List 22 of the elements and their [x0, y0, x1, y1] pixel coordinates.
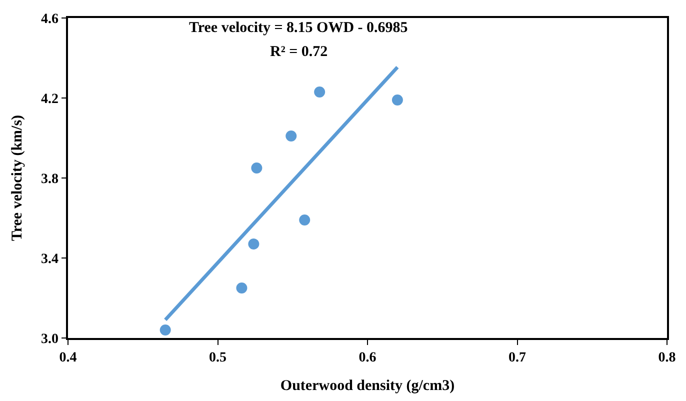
x-tick-label: 0.7: [508, 350, 526, 366]
x-tick-label: 0.6: [358, 350, 376, 366]
annotation: Tree velocity = 8.15 OWD - 0.6985: [189, 20, 408, 36]
y-tick-label: 4.2: [40, 92, 58, 107]
y-tick-label: 3.4: [40, 252, 58, 267]
y-tick-label: 3.8: [40, 172, 58, 187]
point: [251, 162, 262, 174]
x-axis-title: Outerwood density (g/cm3): [280, 378, 455, 394]
point: [286, 130, 297, 142]
point: [392, 94, 403, 106]
x-tick-label: 0.8: [658, 350, 676, 366]
point: [314, 86, 326, 98]
y-axis-title: Tree velocity (km/s): [10, 114, 26, 242]
x-tick-label: 0.4: [59, 350, 77, 366]
x-tick-label: 0.5: [209, 350, 226, 366]
y-tick-label: 3.0: [40, 332, 58, 347]
point: [299, 214, 310, 226]
point: [236, 282, 248, 294]
point: [248, 238, 260, 250]
point: [160, 324, 171, 336]
y-tick-label: 4.6: [40, 12, 58, 27]
annotation: R² = 0.72: [270, 44, 328, 60]
